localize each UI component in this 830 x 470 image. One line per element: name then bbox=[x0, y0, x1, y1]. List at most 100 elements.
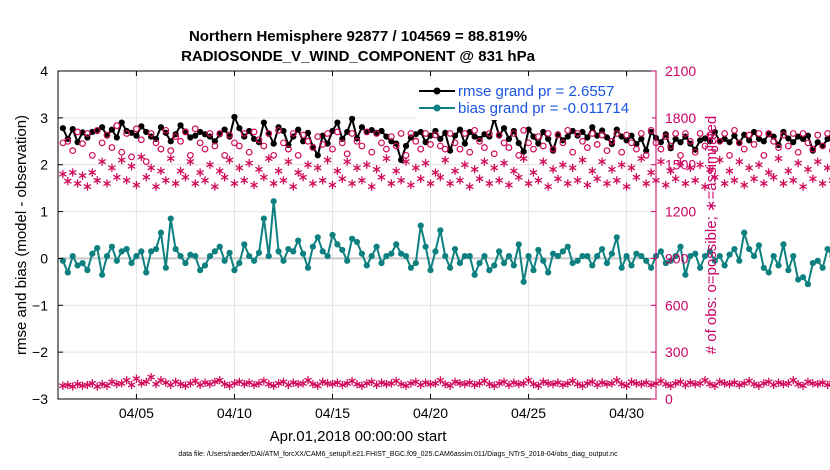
point-assimilated-3-67 bbox=[387, 179, 396, 188]
point-rmse-0-154 bbox=[814, 139, 821, 146]
point-assimilated-3-130 bbox=[696, 160, 704, 169]
point-bias-1-84 bbox=[471, 271, 478, 278]
x-tick-label-3: 04/20 bbox=[413, 405, 448, 421]
point-assimilated-3-56 bbox=[333, 166, 342, 176]
point-possible-2-42 bbox=[265, 130, 273, 137]
point-bias-1-68 bbox=[393, 241, 400, 248]
point-assimilated-3-119 bbox=[642, 179, 650, 188]
point-assimilated-3-71 bbox=[407, 180, 415, 190]
point-obs-4-104 bbox=[568, 376, 577, 386]
legend: rmse grand pr = 2.6557 bias grand pr = -… bbox=[416, 80, 652, 120]
point-obs-4-105 bbox=[573, 379, 582, 389]
point-obs-4-141 bbox=[750, 379, 758, 389]
point-assimilated-3-108 bbox=[588, 166, 597, 176]
point-bias-1-108 bbox=[589, 262, 596, 269]
point-possible-2-132 bbox=[706, 131, 714, 139]
point-obs-4-69 bbox=[397, 379, 405, 389]
point-rmse-0-132 bbox=[706, 138, 714, 145]
point-possible-2-112 bbox=[608, 137, 616, 145]
point-possible-2-88 bbox=[490, 150, 498, 158]
point-bias-1-154 bbox=[814, 257, 821, 264]
point-possible-2-141 bbox=[750, 141, 758, 148]
point-possible-2-151 bbox=[799, 130, 807, 137]
point-assimilated-3-38 bbox=[245, 158, 253, 168]
point-assimilated-3-107 bbox=[583, 180, 592, 190]
point-assimilated-3-151 bbox=[799, 182, 807, 191]
point-possible-2-134 bbox=[716, 137, 724, 145]
point-assimilated-3-36 bbox=[235, 163, 244, 173]
point-obs-4-47 bbox=[289, 378, 298, 387]
point-obs-4-87 bbox=[485, 379, 494, 389]
point-possible-2-8 bbox=[98, 139, 106, 147]
point-rmse-0-20 bbox=[157, 124, 165, 131]
point-rmse-0-80 bbox=[451, 132, 459, 139]
point-bias-1-81 bbox=[456, 260, 464, 267]
point-obs-4-128 bbox=[686, 378, 695, 387]
point-possible-2-44 bbox=[275, 126, 282, 134]
point-bias-1-31 bbox=[211, 248, 218, 255]
point-assimilated-3-128 bbox=[686, 163, 695, 173]
point-possible-2-64 bbox=[373, 130, 381, 137]
y-right-tick-label-7: 2100 bbox=[665, 63, 696, 79]
point-possible-2-13 bbox=[123, 130, 131, 137]
point-obs-4-62 bbox=[363, 379, 371, 388]
point-rmse-0-99 bbox=[545, 135, 552, 143]
point-assimilated-3-14 bbox=[127, 162, 136, 171]
point-possible-2-116 bbox=[628, 139, 635, 147]
point-possible-2-130 bbox=[696, 130, 704, 137]
point-bias-1-83 bbox=[466, 252, 473, 260]
point-assimilated-3-5 bbox=[83, 182, 92, 191]
point-possible-2-129 bbox=[691, 148, 699, 156]
point-assimilated-3-79 bbox=[446, 179, 454, 188]
point-assimilated-3-66 bbox=[382, 154, 391, 163]
point-possible-2-105 bbox=[574, 130, 581, 137]
point-obs-4-138 bbox=[735, 380, 744, 390]
point-bias-1-90 bbox=[500, 260, 508, 267]
point-assimilated-3-61 bbox=[358, 176, 366, 185]
point-possible-2-39 bbox=[250, 128, 258, 136]
point-possible-2-86 bbox=[481, 144, 488, 151]
point-possible-2-110 bbox=[598, 131, 606, 139]
point-rmse-0-8 bbox=[99, 124, 106, 131]
point-bias-1-116 bbox=[628, 262, 635, 269]
point-rmse-0-33 bbox=[221, 126, 228, 133]
point-possible-2-61 bbox=[358, 142, 366, 150]
point-rmse-0-97 bbox=[535, 140, 542, 147]
point-possible-2-102 bbox=[559, 139, 567, 147]
point-bias-1-153 bbox=[809, 260, 816, 267]
point-rmse-0-62 bbox=[363, 128, 370, 136]
point-assimilated-3-17 bbox=[142, 172, 150, 182]
point-bias-1-98 bbox=[540, 257, 547, 264]
point-obs-4-44 bbox=[274, 379, 283, 388]
point-assimilated-3-6 bbox=[88, 168, 97, 177]
point-bias-1-103 bbox=[564, 243, 571, 250]
point-bias-1-16 bbox=[138, 248, 145, 255]
point-possible-2-83 bbox=[466, 148, 474, 156]
point-obs-4-154 bbox=[813, 379, 822, 389]
point-assimilated-3-146 bbox=[774, 154, 783, 163]
point-rmse-0-61 bbox=[358, 124, 366, 131]
point-rmse-0-86 bbox=[481, 131, 488, 138]
point-bias-1-28 bbox=[197, 267, 204, 274]
point-bias-1-133 bbox=[711, 257, 718, 264]
axes: 04/05 04/10 04/15 04/20 04/25 04/30 −3 −2 −1 0 1 2 3… bbox=[32, 63, 696, 421]
y-tick-label-6: 3 bbox=[40, 110, 48, 126]
point-obs-4-17 bbox=[142, 377, 150, 387]
point-possible-2-72 bbox=[412, 137, 420, 145]
point-assimilated-3-46 bbox=[284, 157, 293, 166]
point-obs-4-24 bbox=[176, 379, 185, 389]
point-bias-1-38 bbox=[246, 252, 253, 260]
point-bias-1-12 bbox=[118, 248, 125, 255]
point-bias-1-111 bbox=[603, 260, 611, 267]
y-axis-label: rmse and bias (model - observation) bbox=[13, 115, 30, 355]
point-rmse-0-10 bbox=[108, 126, 116, 133]
point-assimilated-3-156 bbox=[823, 163, 830, 173]
point-bias-1-149 bbox=[790, 252, 797, 260]
point-rmse-0-22 bbox=[167, 138, 174, 145]
point-rmse-0-70 bbox=[402, 142, 410, 150]
point-obs-4-82 bbox=[461, 379, 469, 389]
point-possible-2-66 bbox=[383, 145, 390, 153]
point-bias-1-78 bbox=[442, 252, 449, 260]
point-possible-2-109 bbox=[593, 141, 601, 148]
point-assimilated-3-99 bbox=[544, 182, 552, 191]
